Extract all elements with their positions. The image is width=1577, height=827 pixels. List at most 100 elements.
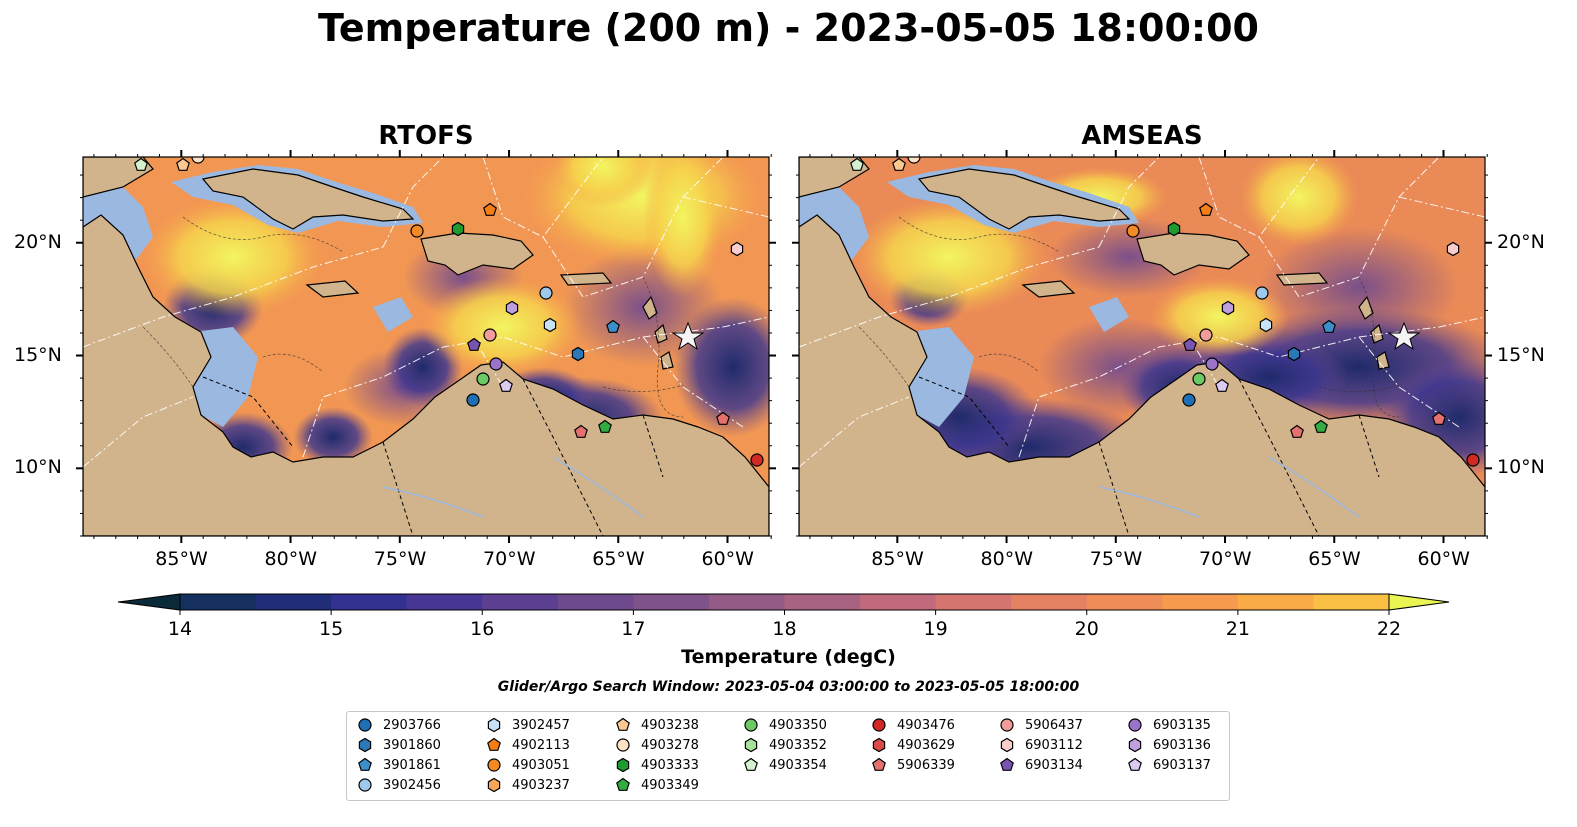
legend-marker-4902113 xyxy=(487,737,501,751)
hexagon-marker-icon xyxy=(358,737,372,753)
legend-marker-3902457 xyxy=(487,717,501,733)
float-marker-6903112 xyxy=(1446,241,1460,257)
float-marker-5906437 xyxy=(1199,328,1213,342)
hexagon-marker-icon xyxy=(616,757,630,773)
legend-label: 4903237 xyxy=(512,777,570,793)
lon-tick-label: 65°W xyxy=(592,548,645,570)
map-rtofs-frame xyxy=(82,156,770,537)
land-mass xyxy=(642,295,658,320)
legend-label: 4903476 xyxy=(897,717,955,733)
legend-marker-3901860 xyxy=(358,737,372,753)
float-marker-6903134 xyxy=(1183,337,1197,351)
float-marker-6903112 xyxy=(730,241,744,257)
pentagon-marker-icon xyxy=(616,717,630,731)
legend-item-3901861: 3901861 xyxy=(355,756,441,774)
colorbar-tick-label: 20 xyxy=(1074,618,1099,640)
pentagon-marker-icon xyxy=(744,757,758,771)
lon-tick-label: 85°W xyxy=(871,548,924,570)
legend-item-4903237: 4903237 xyxy=(484,776,570,794)
legend-label: 4903051 xyxy=(512,757,570,773)
land-mass xyxy=(1358,295,1374,320)
float-marker-4903238 xyxy=(176,157,190,171)
colorbar-tick-label: 17 xyxy=(621,618,646,640)
legend-marker-6903112 xyxy=(1000,737,1014,753)
circle-marker-icon xyxy=(358,778,372,792)
float-marker-2903766 xyxy=(1182,393,1196,407)
legend-label: 4903333 xyxy=(641,757,699,773)
search-window-note: Glider/Argo Search Window: 2023-05-04 03… xyxy=(497,679,1080,695)
float-marker-4903349 xyxy=(598,419,612,433)
colorbar-segment xyxy=(557,594,634,610)
colorbar-segment xyxy=(1086,594,1163,610)
legend-marker-4903354 xyxy=(744,757,758,771)
legend-item-6903112: 6903112 xyxy=(997,736,1083,754)
land-mass xyxy=(420,232,534,276)
hexagon-marker-icon xyxy=(1128,737,1142,753)
colorbar-tick-label: 15 xyxy=(319,618,344,640)
land-mass xyxy=(654,323,668,344)
land-mass xyxy=(799,214,1485,536)
colorbar-segment xyxy=(331,594,408,610)
legend-label: 4903278 xyxy=(641,737,699,753)
pentagon-marker-icon xyxy=(616,777,630,791)
colorbar-segment xyxy=(860,594,937,610)
legend-item-5906437: 5906437 xyxy=(997,716,1083,734)
legend-item-5906339: 5906339 xyxy=(869,756,955,774)
colorbar-segment xyxy=(1162,594,1239,610)
legend-label: 5906339 xyxy=(897,757,955,773)
land-mass xyxy=(1136,232,1250,276)
panel-title-amseas: AMSEAS xyxy=(1081,121,1203,151)
float-marker-2903766 xyxy=(466,393,480,407)
legend-item-4903350: 4903350 xyxy=(741,716,827,734)
legend-label: 6903136 xyxy=(1153,737,1211,753)
legend-item-4903476: 4903476 xyxy=(869,716,955,734)
lon-tick-label: 80°W xyxy=(980,548,1034,570)
legend-item-6903137: 6903137 xyxy=(1125,756,1211,774)
colorbar-min-extend xyxy=(117,593,181,611)
lon-tick-label: 85°W xyxy=(155,548,208,570)
legend-label: 4903629 xyxy=(897,737,955,753)
land-mass xyxy=(1370,323,1384,344)
legend-marker-4903333 xyxy=(616,757,630,773)
float-marker-5906437 xyxy=(483,328,497,342)
legend-label: 4903352 xyxy=(769,737,827,753)
lon-tick-label: 70°W xyxy=(1199,548,1252,570)
legend-label: 4903350 xyxy=(769,717,827,733)
legend-label: 3902456 xyxy=(383,777,441,793)
colorbar-tick-label: 16 xyxy=(470,618,495,640)
figure-title: Temperature (200 m) - 2023-05-05 18:00:0… xyxy=(317,6,1259,50)
float-marker-4903333 xyxy=(1167,221,1181,237)
float-marker-4903350 xyxy=(476,372,490,386)
float-marker-4902113 xyxy=(483,202,497,216)
float-marker-4903278 xyxy=(191,157,205,164)
float-marker-4903278 xyxy=(907,157,921,164)
hexagon-marker-icon xyxy=(872,737,886,753)
colorbar-tick-label: 22 xyxy=(1376,618,1402,640)
colorbar-segment xyxy=(1011,594,1088,610)
colorbar-segment xyxy=(935,594,1012,610)
circle-marker-icon xyxy=(616,738,630,752)
legend-item-3902457: 3902457 xyxy=(484,716,570,734)
hexagon-marker-icon xyxy=(744,737,758,753)
land-mass xyxy=(660,351,674,370)
pentagon-marker-icon xyxy=(487,737,501,751)
colorbar-segment xyxy=(1313,594,1390,610)
legend-item-6903134: 6903134 xyxy=(997,756,1083,774)
legend-label: 4903238 xyxy=(641,717,699,733)
float-marker-4903476 xyxy=(750,453,764,467)
legend-marker-2903766 xyxy=(358,718,372,732)
hexagon-marker-icon xyxy=(487,717,501,733)
legend-item-4903278: 4903278 xyxy=(613,736,699,754)
float-marker-3901861 xyxy=(1322,319,1336,333)
land-mass xyxy=(559,272,613,286)
lon-tick-label: 75°W xyxy=(373,548,427,570)
legend-item-4903238: 4903238 xyxy=(613,716,699,734)
lon-tick-label: 70°W xyxy=(483,548,536,570)
land-mass xyxy=(305,280,360,298)
map-rtofs xyxy=(83,157,769,536)
lat-tick-label: 20°N xyxy=(1497,230,1545,253)
legend-label: 6903112 xyxy=(1025,737,1083,753)
pentagon-marker-icon xyxy=(1128,757,1142,771)
float-marker-5906339 xyxy=(1432,411,1446,425)
float-marker-4903333 xyxy=(451,221,465,237)
